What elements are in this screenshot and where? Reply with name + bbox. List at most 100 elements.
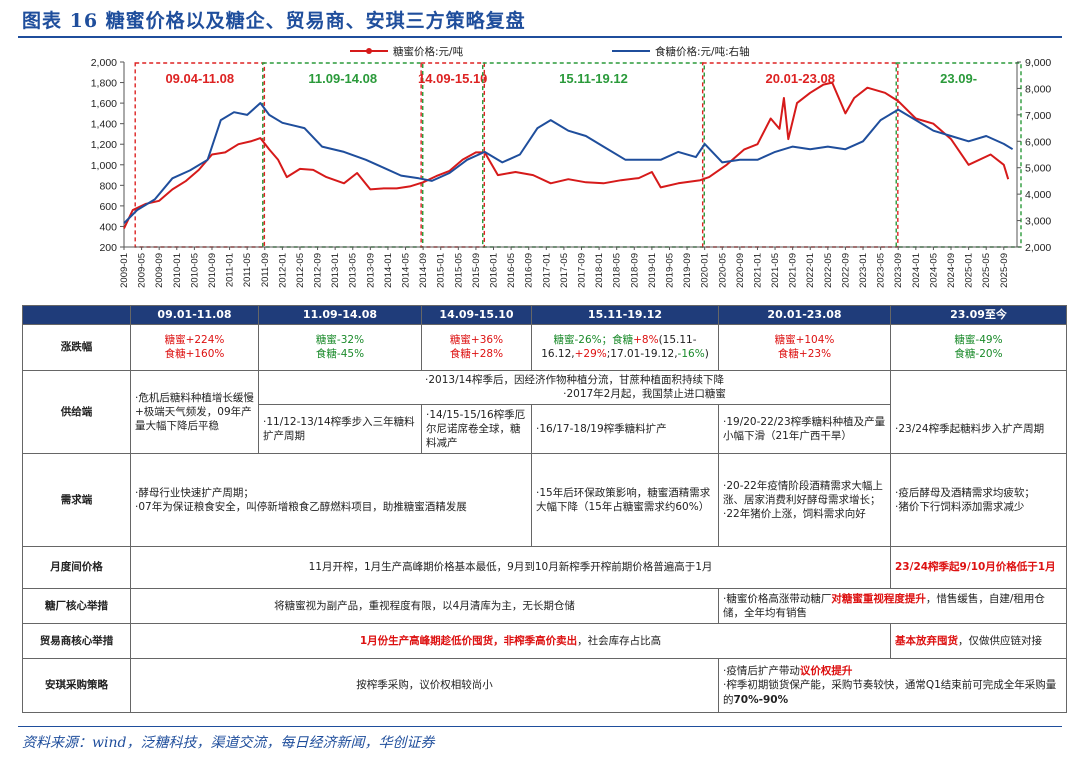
demand-cell: ·酵母行业快速扩产周期； ·07年为保证粮食安全，叫停新增粮食乙醇燃料项目，助推糖…: [130, 453, 532, 548]
trader-note: ，社会库存占比高: [577, 634, 662, 647]
period-box: [134, 62, 266, 248]
period-box: [895, 62, 1022, 248]
title-divider: [18, 36, 1062, 38]
x-tick-label: 2024-01: [911, 253, 922, 288]
x-tick-label: 2015-05: [453, 253, 464, 288]
change-sugar: 食糖-20%: [954, 348, 1003, 361]
x-tick-label: 2023-09: [893, 253, 904, 288]
x-tick-label: 2014-05: [401, 253, 412, 288]
angel-note: 议价权提升: [799, 665, 853, 678]
row-label: 贸易商核心举措: [22, 622, 131, 660]
x-tick-label: 2012-01: [277, 253, 288, 288]
supply-cell: ·19/20-22/23榨季糖料种植及产量小幅下滑（21年广西干旱）: [718, 404, 891, 455]
change-molasses: 糖蜜-32%: [315, 334, 365, 347]
change-cell: 糖蜜-32% 食糖-45%: [258, 324, 422, 371]
y-left-tick-label: 200: [99, 242, 117, 254]
plot-area: [123, 62, 1018, 248]
mill-note: ·糖蜜价格高涨带动糖厂: [723, 592, 832, 605]
change-molasses: 糖蜜-26%；食糖: [553, 334, 634, 347]
demand-note: ·疫后酵母及酒精需求均疲软；: [895, 487, 1035, 500]
period-label: 14.09-15.10: [418, 71, 487, 86]
y-left-tick-label: 600: [99, 201, 117, 213]
header-cell: 11.09-14.08: [258, 305, 422, 325]
table-row: 供给端 ·危机后糖料种植增长缓慢+极端天气频发，09年产量大幅下降后平稳 ·20…: [22, 369, 1067, 455]
x-tick-label: 2015-09: [471, 253, 482, 288]
angel-note: ·榨季初期锁货保产能，采购节奏较快，通常Q1结束前可完成全年采购量的: [723, 679, 1057, 706]
change-cell: 糖蜜-49% 食糖-20%: [890, 324, 1067, 371]
x-tick-label: 2017-05: [559, 253, 570, 288]
x-tick-label: 2024-09: [946, 253, 957, 288]
row-label: 月度间价格: [22, 546, 131, 589]
demand-cell: ·疫后酵母及酒精需求均疲软； ·猪价下行饲料添加需求减少: [890, 453, 1067, 548]
change-cell: 糖蜜-26%；食糖+8%(15.11- 16.12,+29%;17.01-19.1…: [531, 324, 719, 371]
demand-note: ·猪价下行饲料添加需求减少: [895, 501, 1025, 514]
x-tick-label: 2013-09: [365, 253, 376, 288]
table-row: 安琪采购策略 按榨季采购，议价权相较尚小 ·疫情后扩产带动议价权提升 ·榨季初期锁…: [22, 658, 1067, 713]
angel-cell: ·疫情后扩产带动议价权提升 ·榨季初期锁货保产能，采购节奏较快，通常Q1结束前可完…: [718, 658, 1067, 713]
supply-cell: ·危机后糖料种植增长缓慢+极端天气频发，09年产量大幅下降后平稳: [130, 369, 259, 455]
change-sugar: 食糖+28%: [449, 348, 504, 361]
x-tick-label: 2018-09: [629, 253, 640, 288]
legend: 糖蜜价格:元/吨 食糖价格:元/吨:右轴: [350, 45, 750, 58]
sugar-price-line: [123, 102, 1014, 224]
source-divider: [18, 726, 1062, 727]
change-cell: 糖蜜+104% 食糖+23%: [718, 324, 891, 371]
row-label: 供给端: [22, 369, 131, 455]
monthly-cell: 23/24榨季起9/10月价格低于1月: [890, 546, 1067, 589]
header-cell: 23.09至今: [890, 305, 1067, 325]
y-left-tick-label: 1,400: [91, 119, 117, 131]
x-tick-label: 2018-05: [612, 253, 623, 288]
header-cell: 14.09-15.10: [421, 305, 532, 325]
x-tick-label: 2015-01: [436, 253, 447, 288]
mill-cell: 将糖蜜视为副产品，重视程度有限，以4月清库为主，无长期仓储: [130, 587, 719, 624]
x-tick-label: 2009-05: [137, 253, 148, 288]
x-tick-label: 2016-01: [489, 253, 500, 288]
y-right-tick-label: 7,000: [1025, 110, 1051, 122]
y-right-tick-label: 5,000: [1025, 163, 1051, 175]
x-tick-label: 2011-01: [225, 253, 236, 287]
header-cell: 15.11-19.12: [531, 305, 719, 325]
table-row: 月度间价格 11月开榨，1月生产高峰期价格基本最低，9月到10月新榨季开榨前期价…: [22, 546, 1067, 589]
change-sugar: 食糖-45%: [315, 348, 365, 361]
change-sugar: +8%: [633, 334, 659, 347]
angel-note: 70%-90%: [733, 693, 789, 706]
x-tick-label: 2014-01: [383, 253, 394, 288]
x-tick-label: 2010-05: [189, 253, 200, 288]
change-sugar: 食糖+160%: [164, 348, 225, 361]
table-row: 糖厂核心举措 将糖蜜视为副产品，重视程度有限，以4月清库为主，无长期仓储 ·糖蜜…: [22, 587, 1067, 624]
x-tick-label: 2009-09: [154, 253, 165, 288]
x-tick-label: 2012-05: [295, 253, 306, 288]
x-tick-label: 2012-09: [313, 253, 324, 288]
change-molasses: 糖蜜+224%: [164, 334, 225, 347]
y-left-tick-label: 400: [99, 221, 117, 233]
trader-note: 基本放弃囤货: [895, 634, 958, 647]
change-sugar: 食糖+23%: [777, 348, 832, 361]
x-tick-label: 2011-05: [242, 253, 253, 287]
change-molasses: 糖蜜-49%: [954, 334, 1003, 347]
demand-cell: ·20-22年疫情阶段酒精需求大幅上涨、居家消费利好酵母需求增长； ·22年猪价上…: [718, 453, 891, 548]
x-tick-label: 2016-05: [506, 253, 517, 288]
supply-note: ·2017年2月起，我国禁止进口糖蜜: [563, 388, 726, 401]
x-tick-label: 2020-01: [700, 253, 711, 288]
row-label: 涨跌幅: [22, 324, 131, 371]
x-tick-label: 2016-09: [524, 253, 535, 288]
y-right-tick-label: 4,000: [1025, 189, 1051, 201]
x-tick-label: 2022-01: [805, 253, 816, 288]
x-tick-label: 2023-05: [876, 253, 887, 288]
demand-note: ·20-22年疫情阶段酒精需求大幅上涨、居家消费利好酵母需求增长；: [723, 480, 883, 507]
x-tick-label: 2022-09: [840, 253, 851, 288]
period-label: 20.01-23.08: [766, 71, 835, 86]
table-row: 需求端 ·酵母行业快速扩产周期； ·07年为保证粮食安全，叫停新增粮食乙醇燃料项目…: [22, 453, 1067, 548]
x-tick-label: 2019-09: [682, 253, 693, 288]
change-cell: 糖蜜+36% 食糖+28%: [421, 324, 532, 371]
x-tick-label: 2024-05: [928, 253, 939, 288]
x-tick-label: 2017-09: [576, 253, 587, 288]
x-tick-label: 2013-01: [330, 253, 341, 288]
supply-cell-empty: [890, 369, 1067, 405]
x-tick-label: 2025-01: [964, 253, 975, 288]
supply-cell: ·11/12-13/14榨季步入三年糖料扩产周期: [258, 404, 422, 455]
y-axis-right: 2,000 3,000 4,000 5,000 6,000 7,000 8,000 9,000: [1017, 57, 1051, 254]
x-tick-label: 2011-09: [260, 253, 271, 287]
trader-cell: 基本放弃囤货，仅做供应链对接: [890, 622, 1067, 660]
x-tick-label: 2021-01: [752, 253, 763, 288]
